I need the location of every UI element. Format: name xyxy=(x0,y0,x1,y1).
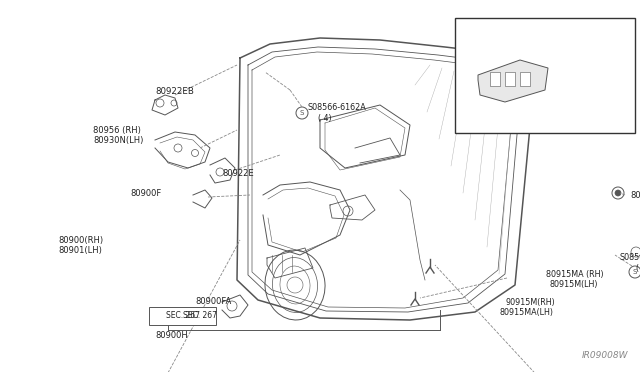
Bar xyxy=(455,18,635,133)
Text: 80900H: 80900H xyxy=(155,331,188,340)
Text: 80915MA(LH): 80915MA(LH) xyxy=(500,308,554,317)
Text: IR09008W: IR09008W xyxy=(582,351,628,360)
Text: 90915M(RH): 90915M(RH) xyxy=(505,298,555,308)
Text: 80942: 80942 xyxy=(630,192,640,201)
Text: 80922EB: 80922EB xyxy=(155,87,194,96)
Bar xyxy=(505,72,515,86)
Text: 80901(LH): 80901(LH) xyxy=(58,246,102,254)
Text: 80956 (RH): 80956 (RH) xyxy=(93,125,141,135)
Text: S: S xyxy=(300,110,304,116)
Text: 80961(LH): 80961(LH) xyxy=(487,48,531,57)
Text: 80900FA: 80900FA xyxy=(195,298,231,307)
Polygon shape xyxy=(478,60,548,102)
Text: 80915MA (RH): 80915MA (RH) xyxy=(546,270,604,279)
Text: 80922E: 80922E xyxy=(222,170,253,179)
Text: ( 4): ( 4) xyxy=(318,113,332,122)
Text: 80960: 80960 xyxy=(577,97,604,106)
Text: ( 4): ( 4) xyxy=(636,263,640,273)
Text: S: S xyxy=(633,269,637,275)
Text: S08566-6162A: S08566-6162A xyxy=(620,253,640,263)
Text: S08566-6162A: S08566-6162A xyxy=(308,103,367,112)
Text: 80900(RH): 80900(RH) xyxy=(58,235,103,244)
Text: 80900F: 80900F xyxy=(130,189,161,198)
Text: 80930N(LH): 80930N(LH) xyxy=(93,135,143,144)
FancyBboxPatch shape xyxy=(149,307,216,325)
Text: 80915M(LH): 80915M(LH) xyxy=(550,279,598,289)
Circle shape xyxy=(615,190,621,196)
Bar xyxy=(490,72,500,86)
Text: SEC. 267: SEC. 267 xyxy=(183,311,217,321)
Bar xyxy=(520,72,530,86)
Text: SEC. 267: SEC. 267 xyxy=(166,311,200,321)
